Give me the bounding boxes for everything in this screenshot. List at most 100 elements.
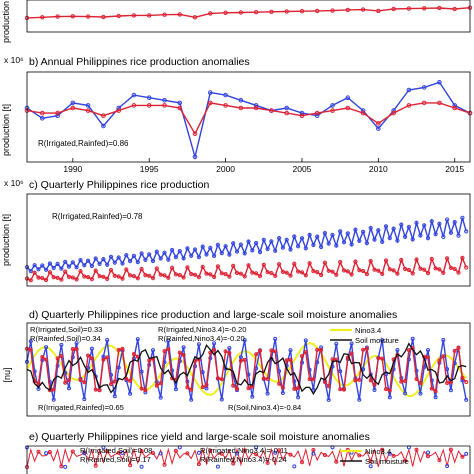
panel-c-irrigated-point bbox=[376, 228, 381, 233]
panel-b-xticks: 1990 1995 2000 2005 2010 2015 bbox=[63, 158, 464, 174]
panel-c-irrigated-point bbox=[433, 232, 438, 237]
panel-d-irrigated-point bbox=[67, 386, 71, 391]
panel-c-rainfed-point bbox=[460, 255, 465, 260]
panel-a-rainfed-point bbox=[55, 14, 60, 19]
panel-d-rainfed-point bbox=[456, 345, 461, 350]
panel-c-rainfed-point bbox=[135, 276, 140, 281]
panel-c-irrigated-point bbox=[212, 253, 217, 258]
panel-d-irrigated-point bbox=[441, 337, 446, 342]
panel-c-irrigated-point bbox=[170, 247, 175, 253]
panel-d-rainfed-point bbox=[452, 348, 457, 353]
panel-d-irrigated-point bbox=[311, 387, 316, 392]
panel-a-rainfed-point bbox=[147, 13, 152, 18]
panel-c-rainfed-point bbox=[303, 273, 308, 278]
panel-c-irrigated-point bbox=[196, 255, 201, 260]
panel-d-rainfed-point bbox=[445, 381, 450, 385]
panel-c-rainfed-point bbox=[364, 272, 369, 277]
panel-c-rainfed-point bbox=[284, 270, 289, 275]
panel-c-irrigated-point bbox=[105, 262, 110, 267]
panel-b-irrigated-point bbox=[146, 95, 152, 100]
panel-d-rainfed-point bbox=[403, 379, 408, 383]
panel-d-rainfed-point bbox=[338, 387, 343, 392]
panel-d-rainfed-point bbox=[112, 379, 117, 384]
panel-e-rainfed-point bbox=[254, 452, 259, 457]
panel-d-rainfed-point bbox=[189, 387, 194, 392]
panel-c-irrigated-point bbox=[223, 244, 228, 249]
panel-e-rainfed-point bbox=[426, 454, 430, 459]
panel-c-irrigated-point bbox=[108, 254, 114, 259]
panel-c-irrigated-point bbox=[437, 221, 442, 226]
panel-d-rainfed-point bbox=[238, 358, 243, 363]
panel-c-rainfed-point bbox=[223, 272, 228, 277]
panel-d-rainfed-point bbox=[158, 381, 163, 386]
panel-b-irrigated-point bbox=[452, 103, 458, 108]
panel-d-rainfed-point bbox=[322, 380, 327, 384]
panel-d-rainfed-point bbox=[460, 375, 465, 380]
panel-d-rainfed-point bbox=[342, 387, 346, 392]
panel-c-irrigated-point bbox=[181, 256, 186, 261]
panel-b-ylabel: production [t] bbox=[1, 104, 11, 156]
panel-d-rainfed-point bbox=[364, 346, 369, 351]
panel-c-irrigated-point bbox=[303, 246, 308, 251]
panel-d-rainfed-point bbox=[296, 386, 301, 391]
panel-c-rainfed-point bbox=[345, 269, 350, 274]
panel-d: d) Quarterly Philippines rice production… bbox=[2, 309, 471, 417]
panel-b-rainfed-point bbox=[376, 121, 381, 126]
panel-c-rainfed-point bbox=[349, 272, 354, 277]
panel-c-multiplier: x 10⁶ bbox=[4, 178, 24, 188]
panel-d-corr-irr-rain: R(Irrigated,Rainfed)=0.65 bbox=[38, 403, 124, 412]
panel-c-rainfed-point bbox=[265, 270, 270, 275]
panel-b: x 10⁶ b) Annual Philippines rice product… bbox=[1, 55, 473, 174]
panel-b-irrigated-point bbox=[330, 103, 335, 108]
panel-a-rainfed-point bbox=[238, 10, 244, 15]
panel-d-rainfed-point bbox=[380, 356, 385, 361]
legend-e-soil-label: Soil moisture bbox=[365, 457, 409, 466]
panel-d-rainfed-point bbox=[101, 357, 106, 362]
panel-c-rainfed-point bbox=[154, 266, 159, 271]
panel-c-irrigated-point bbox=[219, 251, 224, 256]
panel-d-irrigated-point bbox=[158, 395, 163, 400]
panel-c-rainfed-point bbox=[47, 270, 53, 275]
panel-b-irrigated-point bbox=[253, 103, 259, 108]
panel-c-irrigated-point bbox=[147, 252, 152, 257]
panel-c-rainfed-point bbox=[128, 273, 133, 278]
panel-b-rainfed-point bbox=[238, 105, 244, 111]
panel-c-rainfed-point bbox=[131, 274, 136, 279]
panel-c-rainfed-point bbox=[112, 273, 117, 278]
panel-d-irrigated-point bbox=[380, 338, 385, 343]
panel-b-irrigated-point bbox=[40, 116, 45, 121]
panel-c-irrigated-point bbox=[154, 249, 159, 254]
panel-c-rainfed-point bbox=[326, 268, 331, 273]
panel-e-irrigated-point bbox=[44, 451, 49, 456]
panel-c-rainfed-point bbox=[97, 274, 102, 279]
panel-c-rainfed-point bbox=[51, 275, 56, 280]
panel-b-irrigated-line bbox=[26, 81, 471, 160]
panel-c-rainfed-point bbox=[170, 265, 175, 270]
panel-b-rainfed-point bbox=[452, 105, 458, 111]
panel-c-irrigated-point bbox=[246, 239, 251, 244]
legend-nino-label: Nino3.4 bbox=[355, 326, 381, 335]
panel-d-rainfed-point bbox=[215, 376, 220, 381]
panel-c-rainfed-point bbox=[357, 268, 362, 273]
panel-c-irrigated-point bbox=[338, 229, 343, 234]
panel-b-irrigated-point bbox=[208, 90, 213, 95]
panel-b-irrigated-point bbox=[192, 154, 198, 160]
panel-c-rainfed-point bbox=[376, 268, 381, 273]
panel-c-rainfed-point bbox=[55, 275, 60, 280]
panel-e-irrigated-point bbox=[235, 451, 239, 456]
panel-d-irrigated-point bbox=[219, 397, 224, 402]
panel-c-rainfed-point bbox=[215, 264, 220, 269]
panel-c-rainfed-point bbox=[448, 265, 453, 270]
panel-d-rainfed-point bbox=[196, 357, 201, 362]
panel-b-rainfed-point bbox=[437, 100, 442, 106]
panel-c-irrigated-point bbox=[257, 250, 263, 255]
panel-d-irrigated-point bbox=[112, 394, 117, 399]
panel-c-irrigated-point bbox=[456, 233, 461, 238]
panel-c-rainfed-point bbox=[406, 267, 411, 273]
panel-c-irrigated-point bbox=[334, 243, 339, 248]
panel-d-rainfed-point bbox=[97, 388, 102, 393]
panel-c-irrigated-point bbox=[445, 217, 450, 222]
panel-e-rainfed-point bbox=[448, 447, 453, 452]
panel-c-rainfed-point bbox=[242, 274, 247, 279]
